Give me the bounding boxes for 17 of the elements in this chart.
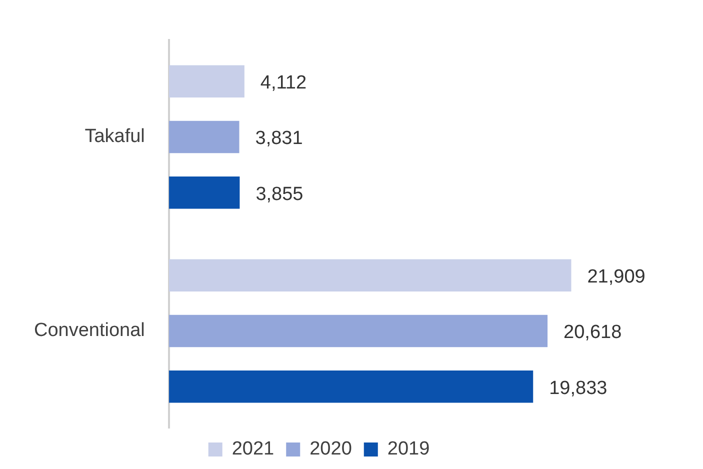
legend-label: 2021: [232, 438, 274, 460]
bar: [168, 120, 240, 154]
legend-label: 2019: [387, 438, 430, 460]
bar: [168, 259, 572, 292]
data-label: 3,855: [256, 184, 304, 205]
data-label: 19,833: [549, 378, 608, 399]
bar: [168, 314, 548, 348]
bar: [168, 370, 534, 403]
data-label: 21,909: [587, 266, 646, 288]
data-label: 4,112: [260, 72, 307, 94]
legend-label: 2020: [310, 438, 352, 460]
bar: [168, 65, 244, 98]
bar: [168, 176, 240, 209]
y-tick-label: Takaful: [84, 126, 145, 148]
data-label: 20,618: [564, 322, 622, 344]
data-label: 3,831: [255, 128, 303, 150]
y-tick-label: Conventional: [34, 320, 145, 342]
